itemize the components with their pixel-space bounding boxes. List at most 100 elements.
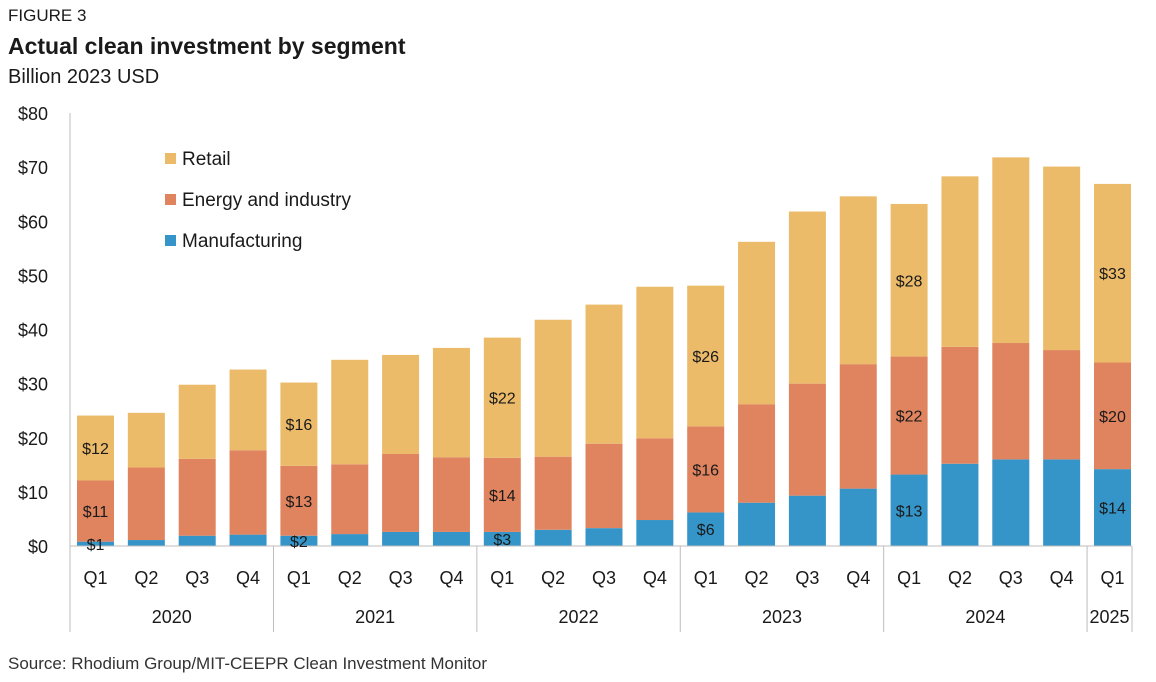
- x-tick-label: Q4: [846, 568, 870, 588]
- bar-energy: [127, 467, 165, 541]
- bar-retail: [839, 196, 877, 365]
- x-tick-label: Q4: [236, 568, 260, 588]
- bar-energy: [77, 480, 114, 542]
- bar-manufacturing: [585, 528, 623, 546]
- bar-retail: [1094, 183, 1131, 363]
- bar-energy: [839, 364, 877, 489]
- bar-retail: [77, 415, 114, 481]
- bar-energy: [382, 453, 420, 532]
- data-label-retail: $16: [286, 417, 313, 434]
- legend-swatch-energy: [165, 194, 176, 205]
- bar-retail: [738, 241, 776, 405]
- bar-manufacturing: [839, 488, 877, 546]
- bar-manufacturing: [178, 535, 216, 546]
- bar-manufacturing: [77, 541, 114, 546]
- data-label-manufacturing: $6: [697, 522, 715, 539]
- chart-title: Actual clean investment by segment: [8, 33, 406, 59]
- bar-energy: [178, 458, 216, 536]
- bar-retail: [890, 203, 928, 357]
- source-note: Source: Rhodium Group/MIT-CEEPR Clean In…: [8, 654, 488, 673]
- data-label-energy: $14: [489, 488, 516, 505]
- bar-energy: [1094, 362, 1131, 470]
- x-tick-label: Q1: [897, 568, 921, 588]
- x-tick-label: Q3: [389, 568, 413, 588]
- x-tick-label: Q3: [999, 568, 1023, 588]
- legend-label-retail: Retail: [182, 149, 231, 170]
- bar-retail: [585, 304, 623, 444]
- data-label-manufacturing: $2: [290, 534, 308, 551]
- bar-energy: [229, 450, 267, 535]
- x-tick-label: Q2: [338, 568, 362, 588]
- chart-subtitle: Billion 2023 USD: [8, 66, 160, 88]
- bar-retail: [788, 211, 826, 384]
- data-label-energy: $13: [286, 494, 313, 511]
- bar-energy: [687, 426, 725, 513]
- bar-manufacturing: [941, 463, 979, 546]
- legend-swatch-retail: [165, 153, 176, 164]
- y-tick-label: $10: [18, 483, 48, 503]
- data-label-energy: $16: [692, 462, 719, 479]
- bar-energy: [738, 404, 776, 503]
- bar-energy: [941, 346, 979, 464]
- x-tick-label: Q2: [134, 568, 158, 588]
- x-tick-label: Q2: [541, 568, 565, 588]
- bar-energy: [280, 465, 318, 536]
- bar-energy: [534, 456, 572, 530]
- x-tick-label: Q3: [795, 568, 819, 588]
- x-tick-label: Q1: [287, 568, 311, 588]
- bar-manufacturing: [382, 531, 420, 546]
- data-label-retail: $28: [896, 273, 923, 290]
- legend-swatch-manufacturing: [165, 235, 176, 246]
- bar-manufacturing: [992, 459, 1030, 546]
- bar-energy: [331, 464, 369, 535]
- bar-manufacturing: [229, 534, 267, 546]
- bar-retail: [382, 354, 420, 454]
- x-tick-label: Q1: [83, 568, 107, 588]
- bar-retail: [127, 412, 165, 468]
- bar-manufacturing: [483, 531, 521, 546]
- year-label: 2020: [152, 607, 192, 627]
- x-tick-label: Q1: [694, 568, 718, 588]
- bar-retail: [1043, 166, 1081, 351]
- bar-energy: [432, 457, 470, 532]
- x-tick-label: Q2: [948, 568, 972, 588]
- bar-retail: [636, 286, 674, 439]
- bar-manufacturing: [534, 529, 572, 546]
- bar-retail: [534, 319, 572, 457]
- y-tick-label: $50: [18, 266, 48, 286]
- data-label-energy: $22: [896, 409, 923, 426]
- bar-energy: [992, 343, 1030, 460]
- bar-retail: [992, 157, 1030, 344]
- legend-label-energy: Energy and industry: [182, 190, 351, 211]
- figure-label: FIGURE 3: [8, 6, 87, 25]
- data-label-energy: $11: [83, 504, 109, 521]
- year-label: 2023: [762, 607, 802, 627]
- data-label-manufacturing: $14: [1099, 501, 1126, 518]
- y-tick-label: $20: [18, 429, 48, 449]
- data-label-retail: $33: [1099, 266, 1126, 283]
- y-tick-label: $80: [18, 104, 48, 124]
- bar-retail: [331, 359, 369, 465]
- bar-energy: [585, 443, 623, 529]
- x-tick-label: Q1: [490, 568, 514, 588]
- bar-retail: [483, 337, 521, 458]
- bar-retail: [229, 369, 267, 451]
- x-tick-label: Q4: [1050, 568, 1074, 588]
- y-tick-label: $30: [18, 375, 48, 395]
- y-tick-label: $40: [18, 321, 48, 341]
- x-tick-label: Q4: [439, 568, 463, 588]
- data-label-manufacturing: $3: [493, 532, 511, 549]
- data-label-manufacturing: $1: [87, 537, 105, 554]
- data-label-retail: $22: [489, 391, 516, 408]
- bar-manufacturing: [432, 531, 470, 546]
- data-label-manufacturing: $13: [896, 503, 923, 520]
- bar-manufacturing: [331, 534, 369, 546]
- bar-energy: [483, 457, 521, 532]
- bar-retail: [687, 285, 725, 427]
- bar-manufacturing: [788, 495, 826, 546]
- bar-energy: [636, 438, 674, 521]
- x-tick-label: Q3: [592, 568, 616, 588]
- data-label-retail: $12: [82, 441, 109, 458]
- bar-retail: [432, 347, 470, 458]
